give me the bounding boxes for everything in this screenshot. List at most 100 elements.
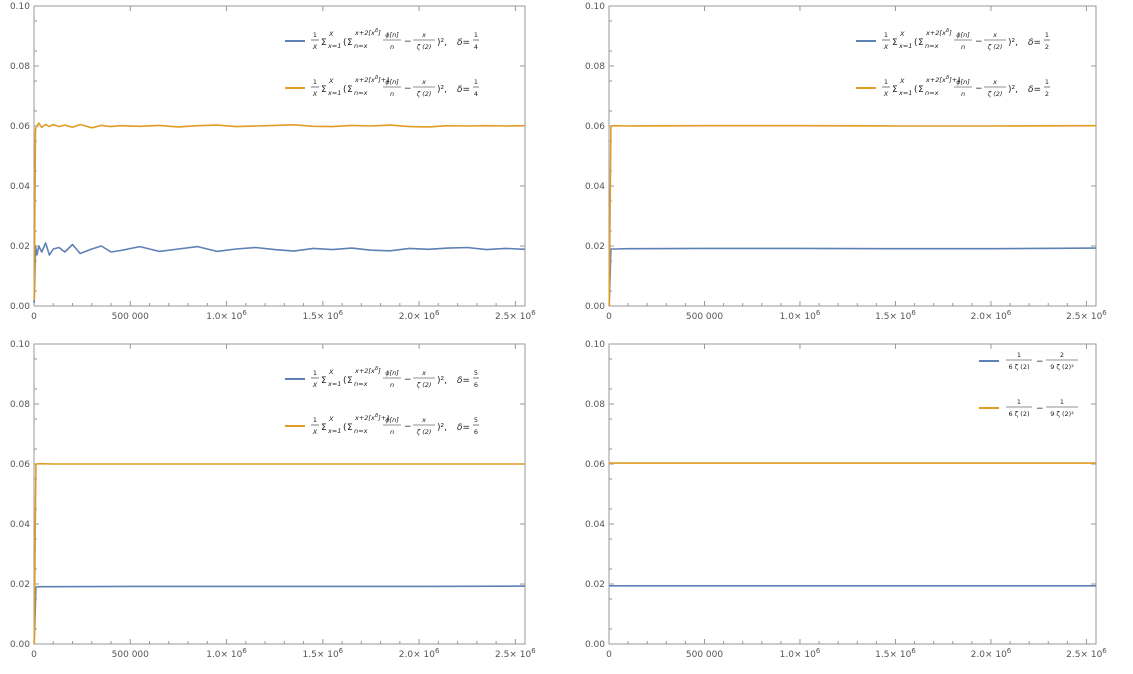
x-tick-label: 1.5× 106 xyxy=(303,309,344,322)
legend-text: Σ xyxy=(321,376,327,386)
x-tick-label: 500 000 xyxy=(112,312,149,322)
series-line-1 xyxy=(608,247,1097,307)
legend-text: X xyxy=(899,30,905,38)
legend-text: 1 xyxy=(474,31,478,39)
legend-text: X xyxy=(899,77,905,85)
legend-text: n xyxy=(390,90,394,98)
legend-text: Σ xyxy=(347,423,353,433)
legend-text: )², xyxy=(437,376,447,386)
y-tick-label: 0.10 xyxy=(10,2,30,12)
x-tick-label: 1.0× 106 xyxy=(206,309,247,322)
y-tick-label: 0.02 xyxy=(585,580,605,590)
y-tick-label: 0.04 xyxy=(10,182,30,192)
legend-text: Σ xyxy=(892,85,898,95)
legend-text: Σ xyxy=(347,38,353,48)
legend-text: Σ xyxy=(347,85,353,95)
legend-text: δ= xyxy=(457,38,470,48)
legend-text: n=x xyxy=(925,42,939,50)
legend-entry-1: 1X ΣXx=1(Σx+2[xδ]n=xϕ[n]n −xζ (2))², δ=12 xyxy=(856,28,1050,51)
legend-text: Σ xyxy=(321,38,327,48)
legend-text: 2 xyxy=(1045,43,1049,51)
legend-text: ζ (2) xyxy=(416,428,432,436)
x-tick-label: 2.0× 106 xyxy=(971,647,1012,660)
x-tick-label: 1.5× 106 xyxy=(875,309,916,322)
legend: 1X ΣXx=1(Σx+2[xδ]n=xϕ[n]n −xζ (2))², δ=121X… xyxy=(856,28,1050,98)
x-tick-label: 2.5× 106 xyxy=(1066,647,1107,660)
legend-text: x xyxy=(421,78,426,86)
y-tick-label: 0.10 xyxy=(585,340,605,350)
legend-text: δ= xyxy=(457,376,470,386)
legend-entry-2: 1X ΣXx=1(Σx+2[xδ]+1n=xϕ[n]n −xζ (2))², δ=12 xyxy=(856,75,1050,98)
legend-text: 2 xyxy=(1060,351,1064,359)
legend-text: x=1 xyxy=(327,89,341,97)
y-tick-label: 0.06 xyxy=(585,460,605,470)
legend-text: ϕ[n] xyxy=(385,31,399,39)
legend-text: )², xyxy=(1008,85,1018,95)
y-tick-label: 0.06 xyxy=(10,460,30,470)
legend-text: 1 xyxy=(1045,31,1049,39)
series-line-2 xyxy=(33,122,526,301)
legend-text: 6 xyxy=(474,381,478,389)
y-tick-label: 0.08 xyxy=(10,62,30,72)
legend-text: 9 ζ (2)² xyxy=(1050,363,1074,371)
legend-text: 5 xyxy=(474,369,478,377)
legend-text: n=x xyxy=(354,42,368,50)
y-tick-label: 0.02 xyxy=(10,242,30,252)
legend-entry-2: 1 6 ζ (2) − 1 9 ζ (2)² xyxy=(979,398,1078,418)
legend-text: 1 xyxy=(313,416,317,424)
legend-text: x xyxy=(992,78,997,86)
legend-text: 9 ζ (2)² xyxy=(1050,410,1074,418)
plot-frame xyxy=(608,5,1097,307)
legend-text: x+2[xδ]+1 xyxy=(925,75,961,84)
legend-text: 1 xyxy=(884,78,888,86)
panel-bottom_right: 0.00 0.02 0.04 0.06 0.08 0.10 0 500 000 1.0× 106… xyxy=(585,340,1107,660)
legend-text: ( xyxy=(343,38,347,48)
y-tick-label: 0.00 xyxy=(585,640,605,650)
legend-text: ϕ[n] xyxy=(956,78,970,86)
legend-text: − xyxy=(975,84,983,94)
legend-text: x+2[xδ]+1 xyxy=(354,413,390,422)
x-tick-label: 1.0× 106 xyxy=(206,647,247,660)
legend-text: − xyxy=(975,37,983,47)
legend-text: x xyxy=(992,31,997,39)
x-tick-label: 0 xyxy=(31,312,37,322)
legend-text: X xyxy=(328,30,334,38)
legend-text: ϕ[n] xyxy=(956,31,970,39)
legend-text: ( xyxy=(343,423,347,433)
legend-text: ζ (2) xyxy=(416,90,432,98)
x-tick-label: 1.5× 106 xyxy=(875,647,916,660)
legend-entry-1: 1X ΣXx=1(Σx+2[xδ]n=xϕ[n]n −xζ (2))², δ=56 xyxy=(285,366,479,389)
legend-text: Σ xyxy=(892,38,898,48)
legend-text: ζ (2) xyxy=(416,381,432,389)
y-tick-label: 0.00 xyxy=(10,302,30,312)
legend-text: ( xyxy=(343,376,347,386)
y-tick-label: 0.02 xyxy=(585,242,605,252)
legend-text: n xyxy=(390,43,394,51)
panel-top_right: 0.00 0.02 0.04 0.06 0.08 0.10 0 500 000 1.0× 106… xyxy=(585,2,1107,322)
y-tick-label: 0.00 xyxy=(585,302,605,312)
legend-text: X xyxy=(328,77,334,85)
x-tick-label: 2.0× 106 xyxy=(399,647,440,660)
legend-text: x+2[xδ] xyxy=(925,28,952,37)
legend-text: Σ xyxy=(918,38,924,48)
legend-text: Σ xyxy=(321,85,327,95)
legend-text: ζ (2) xyxy=(987,43,1003,51)
y-tick-label: 0.00 xyxy=(10,640,30,650)
legend-text: 4 xyxy=(474,43,478,51)
y-tick-label: 0.04 xyxy=(10,520,30,530)
legend-text: δ= xyxy=(1028,85,1041,95)
legend-text: n=x xyxy=(354,427,368,435)
y-tick-label: 0.06 xyxy=(585,122,605,132)
legend-text: ϕ[n] xyxy=(385,369,399,377)
legend-text: X xyxy=(312,381,318,389)
legend-text: n=x xyxy=(354,380,368,388)
legend-text: ( xyxy=(914,38,918,48)
legend-text: x=1 xyxy=(898,89,912,97)
legend-text: n xyxy=(390,428,394,436)
legend-text: 5 xyxy=(474,416,478,424)
x-tick-label: 2.5× 106 xyxy=(495,309,536,322)
legend-text: − xyxy=(1036,404,1044,414)
legend-text: − xyxy=(404,84,412,94)
legend-text: 1 xyxy=(313,31,317,39)
legend-entry-1: 1X ΣXx=1(Σx+2[xδ]n=xϕ[n]n −xζ (2))², δ=14 xyxy=(285,28,479,51)
